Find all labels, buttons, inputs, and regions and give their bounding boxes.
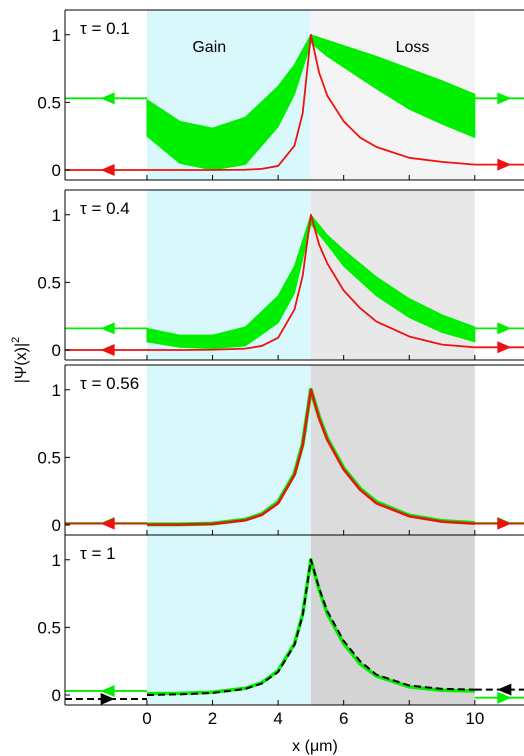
y-tick-label: 0.5 [37, 273, 61, 292]
y-tick-label: 0.5 [37, 448, 61, 467]
y-tick-label: 1 [52, 381, 61, 400]
series-green-band [146, 213, 476, 350]
arrow-black-left [100, 693, 115, 706]
x-axis-title: x (μm) [292, 738, 338, 755]
panel-3: 0 0.5 1 τ = 0.56 [37, 364, 524, 536]
arrow-green-right [497, 691, 512, 704]
series-red-line [146, 388, 475, 526]
tau-label: τ = 1 [80, 544, 116, 563]
y-tick-label: 1 [52, 26, 61, 45]
arrow-black-right [497, 683, 512, 696]
y-tick-label: 1 [52, 206, 61, 225]
panels: 0 0.5 1 τ = 0.1 Gain Loss 0 0.5 1 τ = 0.4 0 0.5 1 τ =… [37, 9, 524, 728]
panel-2: 0 0.5 1 τ = 0.4 [37, 189, 524, 361]
series-red-line [146, 33, 475, 171]
gain-label: Gain [192, 39, 226, 56]
arrow-green-right [497, 322, 512, 335]
x-tick-label: 6 [339, 709, 348, 728]
gain-region [146, 535, 311, 705]
panel-1: 0 0.5 1 τ = 0.1 Gain Loss [37, 9, 524, 181]
arrow-red-right [497, 341, 512, 354]
y-tick-label: 0 [52, 516, 61, 535]
arrow-red-right [497, 158, 512, 171]
arrow-green-right [497, 92, 512, 105]
series-red-line [146, 213, 475, 351]
arrow-green-left [100, 684, 115, 697]
arrow-green-left [100, 92, 115, 105]
arrow-red-right [497, 517, 512, 530]
svg-text:|Ψ(x)|2: |Ψ(x)|2 [10, 337, 30, 383]
y-axis-title-superscript: 2 [10, 337, 22, 343]
y-tick-label: 0 [52, 686, 61, 705]
x-tick-label: 0 [142, 709, 151, 728]
y-tick-label: 0.5 [37, 93, 61, 112]
y-axis-title: |Ψ(x)|2 [10, 337, 30, 383]
y-axis-title-main: |Ψ(x)| [13, 343, 30, 383]
arrow-red-left [100, 517, 115, 530]
x-tick-label: 10 [465, 709, 484, 728]
y-tick-label: 1 [52, 551, 61, 570]
tau-label: τ = 0.1 [80, 19, 130, 38]
series-black-line [146, 558, 475, 696]
x-tick-label: 8 [405, 709, 414, 728]
tau-label: τ = 0.4 [80, 199, 130, 218]
gain-region [146, 365, 311, 535]
panel-4: 00.510 2 4 6 8 10τ = 1 [37, 534, 524, 728]
x-tick-label: 2 [208, 709, 217, 728]
tau-label: τ = 0.56 [80, 374, 139, 393]
y-tick-label: 0.5 [37, 618, 61, 637]
y-tick-label: 0 [52, 161, 61, 180]
series-green-band [146, 34, 476, 171]
arrow-green-left [100, 322, 115, 335]
x-tick-label: 4 [273, 709, 282, 728]
arrow-red-left [100, 164, 115, 176]
loss-label: Loss [396, 39, 430, 56]
arrow-red-left [100, 344, 115, 356]
y-tick-label: 0 [52, 341, 61, 360]
loss-region [310, 535, 475, 705]
